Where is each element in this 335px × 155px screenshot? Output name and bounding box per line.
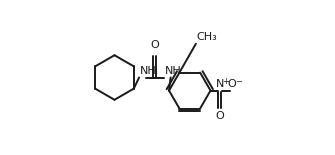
Text: −: − [235,77,242,86]
Text: N: N [215,79,224,89]
Text: CH₃: CH₃ [197,33,217,42]
Text: O: O [150,40,159,50]
Text: O: O [228,79,237,89]
Text: NH: NH [164,66,181,76]
Text: +: + [222,77,229,86]
Text: O: O [215,111,224,121]
Text: NH: NH [140,66,156,76]
